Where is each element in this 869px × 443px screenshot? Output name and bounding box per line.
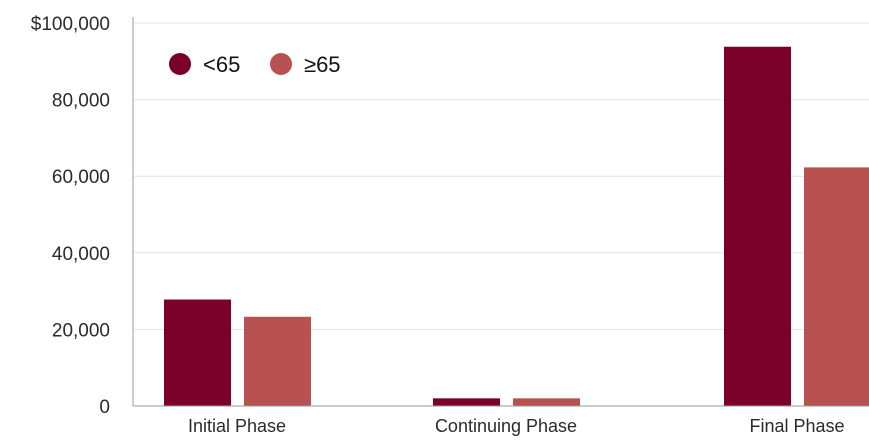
y-tick-label: 60,000 <box>52 167 110 188</box>
legend: <65 ≥65 <box>169 52 341 77</box>
y-tick-label: 80,000 <box>52 91 110 112</box>
legend-marker <box>270 53 292 75</box>
x-category-label: Final Phase <box>749 416 844 436</box>
bar-under-65-final-phase <box>724 46 791 406</box>
bar-65-and-over-final-phase <box>804 167 869 406</box>
legend-label: <65 <box>203 52 240 77</box>
y-tick-label: $100,000 <box>31 14 110 35</box>
bar-under-65-initial-phase <box>164 299 231 406</box>
bar-under-65-continuing-phase <box>433 398 500 406</box>
bar-65-and-over-continuing-phase <box>513 398 580 406</box>
legend-marker <box>169 53 191 75</box>
y-tick-label: 0 <box>99 397 110 418</box>
y-tick-label: 20,000 <box>52 320 110 341</box>
y-tick-label: 40,000 <box>52 244 110 265</box>
x-category-label: Continuing Phase <box>435 416 577 436</box>
bar-65-and-over-initial-phase <box>244 316 311 406</box>
y-axis-ticks: 0 20,000 40,000 60,000 80,000 $100,000 <box>31 14 110 418</box>
bars <box>164 46 869 406</box>
legend-label: ≥65 <box>304 52 341 77</box>
x-axis-categories: Initial Phase Continuing Phase Final Phase <box>188 416 845 436</box>
x-category-label: Initial Phase <box>188 416 286 436</box>
